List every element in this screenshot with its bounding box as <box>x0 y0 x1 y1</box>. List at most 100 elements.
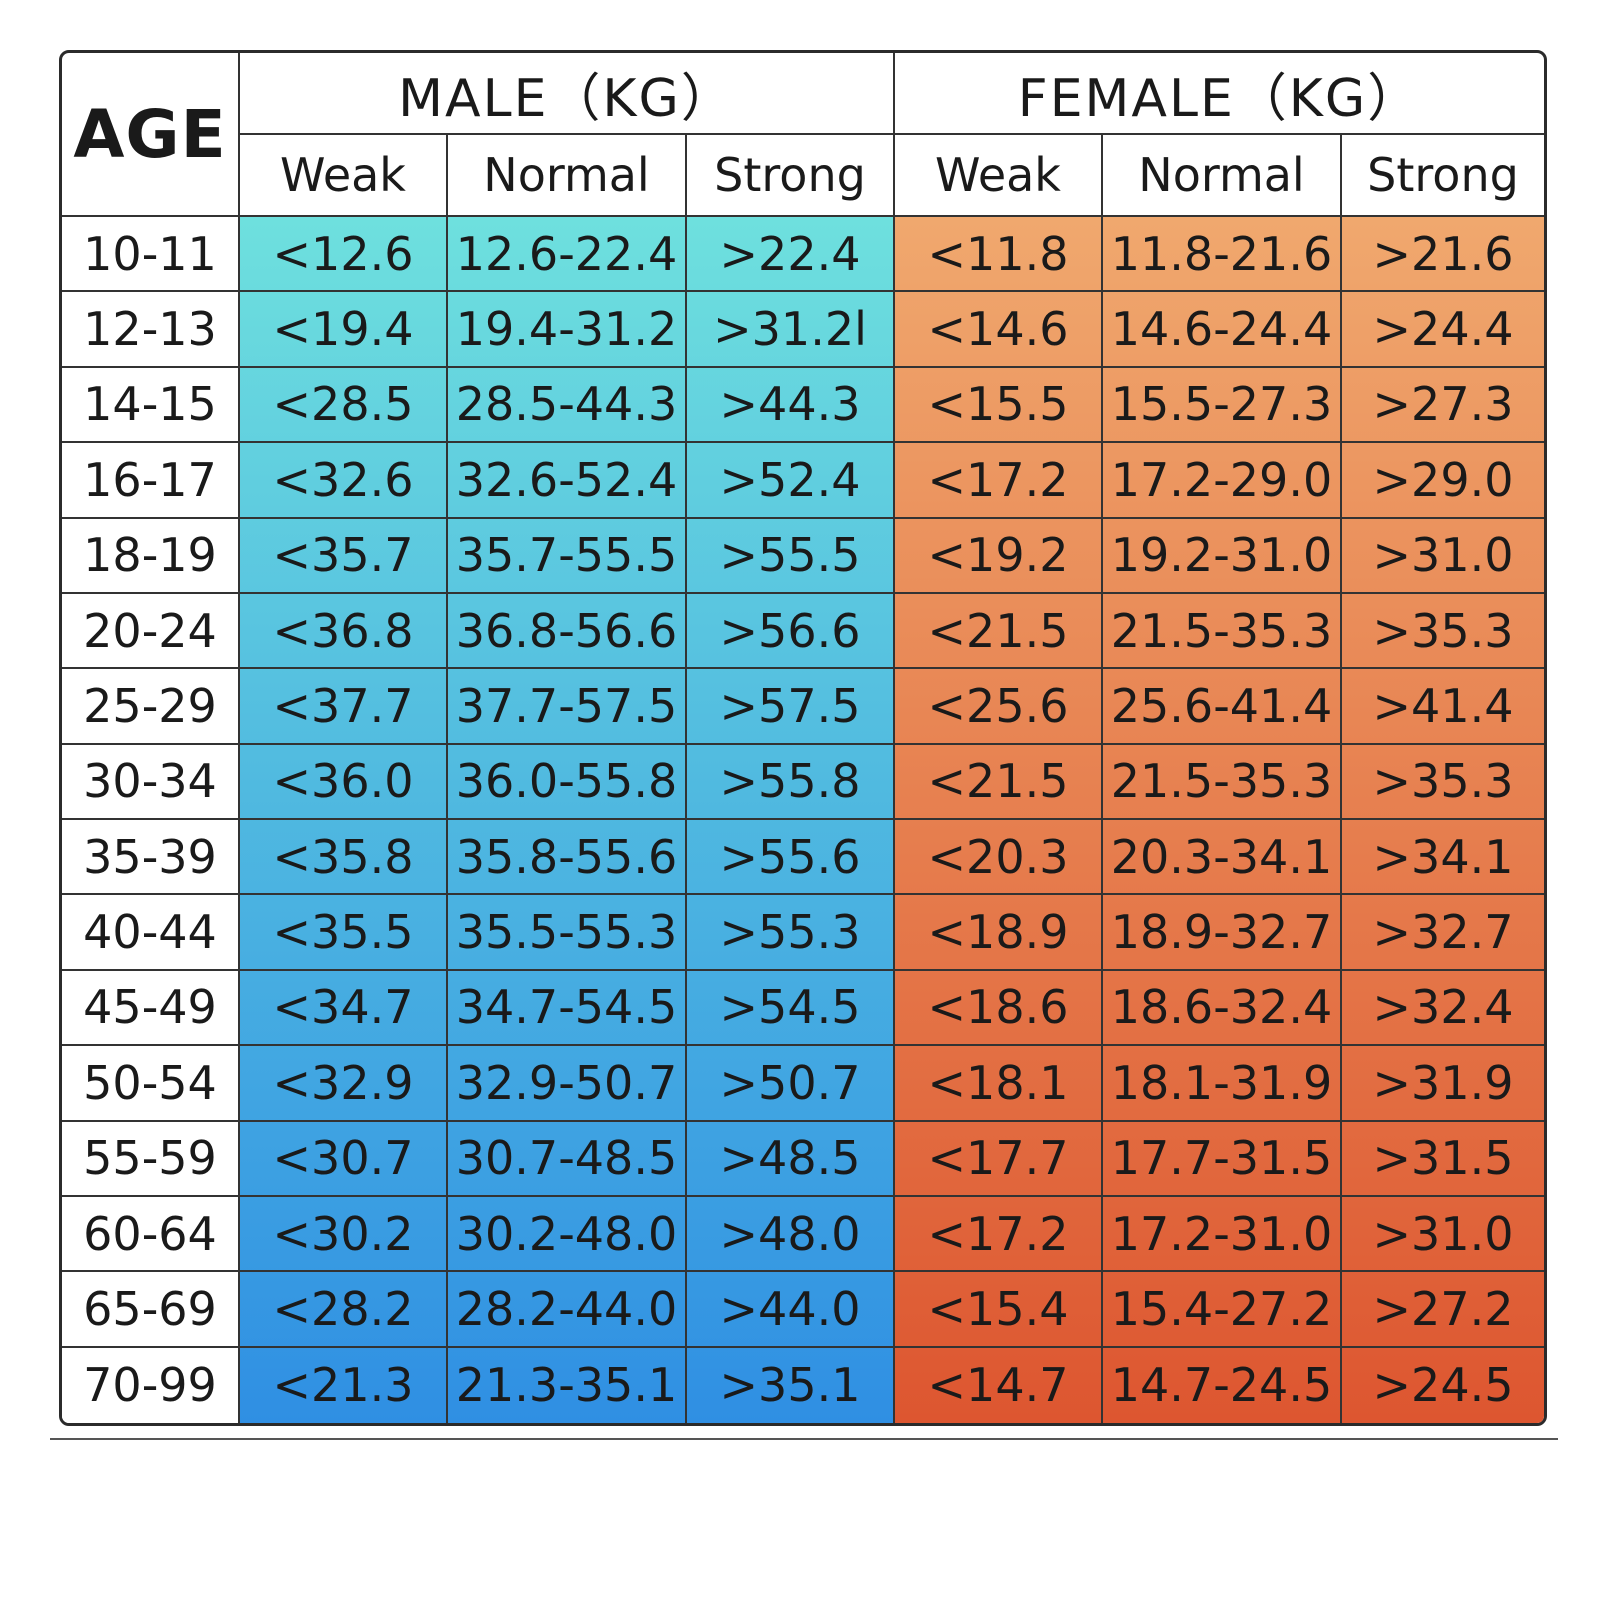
male-normal-cell: 36.8-56.6 <box>448 593 687 670</box>
female-weak-cell: <18.6 <box>895 970 1103 1047</box>
age-cell: 60-64 <box>62 1196 240 1273</box>
male-normal-cell: 36.0-55.8 <box>448 744 687 820</box>
male-gradient-band <box>240 217 895 1423</box>
male-strong-cell: >52.4 <box>687 443 895 519</box>
age-cell: 30-34 <box>62 744 240 820</box>
male-normal-cell: 35.5-55.3 <box>448 895 687 971</box>
female-weak-cell: <19.2 <box>895 518 1103 594</box>
female-strong-cell: >32.4 <box>1342 971 1544 1047</box>
male-weak-cell: <34.7 <box>240 970 448 1047</box>
female-weak-cell: <21.5 <box>895 744 1103 820</box>
male-strong-cell: >57.5 <box>687 669 895 745</box>
male-normal-cell: 32.9-50.7 <box>448 1046 687 1122</box>
male-normal-cell: 35.7-55.5 <box>448 518 687 594</box>
male-strong-cell: >55.8 <box>687 744 895 820</box>
female-weak-cell: <14.7 <box>895 1347 1103 1423</box>
female-normal-cell: 17.2-31.0 <box>1103 1196 1342 1273</box>
male-weak-cell: <30.7 <box>240 1121 448 1197</box>
male-weak-cell: <21.3 <box>240 1347 448 1423</box>
female-strong-cell: >27.3 <box>1342 368 1544 444</box>
male-weak-cell: <32.6 <box>240 443 448 519</box>
male-normal-cell: 30.2-48.0 <box>448 1196 687 1273</box>
female-strong-cell: >41.4 <box>1342 669 1544 745</box>
age-cell: 55-59 <box>62 1121 240 1197</box>
female-strong-cell: >35.3 <box>1342 745 1544 820</box>
male-strong-cell: >44.0 <box>687 1272 895 1348</box>
male-weak-cell: <35.7 <box>240 518 448 594</box>
age-cell: 35-39 <box>62 820 240 896</box>
female-strong-cell: >34.1 <box>1342 820 1544 896</box>
male-weak-header: Weak <box>240 135 448 217</box>
age-cell: 18-19 <box>62 518 240 594</box>
male-strong-cell: >48.0 <box>687 1196 895 1273</box>
male-weak-cell: <28.5 <box>240 367 448 444</box>
male-strong-header: Strong <box>687 135 895 217</box>
male-normal-cell: 12.6-22.4 <box>448 217 687 293</box>
age-cell: 16-17 <box>62 443 240 519</box>
female-weak-cell: <17.7 <box>895 1121 1103 1197</box>
female-weak-header: Weak <box>895 135 1103 217</box>
male-weak-cell: <35.5 <box>240 895 448 971</box>
age-cell: 10-11 <box>62 217 240 293</box>
male-normal-cell: 37.7-57.5 <box>448 669 687 745</box>
female-normal-cell: 18.9-32.7 <box>1103 895 1342 971</box>
male-weak-cell: <19.4 <box>240 292 448 368</box>
grip-strength-table: AGE MALE（KG） FEMALE（KG） Weak Normal Stro… <box>59 50 1547 1426</box>
female-strong-cell: >31.0 <box>1342 1197 1544 1273</box>
age-cell: 40-44 <box>62 895 240 971</box>
male-strong-cell: >44.3 <box>687 367 895 444</box>
female-strong-cell: >24.4 <box>1342 292 1544 368</box>
female-normal-cell: 21.5-35.3 <box>1103 744 1342 820</box>
female-strong-cell: >32.7 <box>1342 895 1544 971</box>
age-cell: 14-15 <box>62 367 240 444</box>
female-normal-cell: 18.6-32.4 <box>1103 970 1342 1047</box>
male-strong-cell: >55.5 <box>687 518 895 594</box>
male-strong-cell: >35.1 <box>687 1347 895 1423</box>
female-strong-cell: >31.0 <box>1342 519 1544 594</box>
male-weak-cell: <12.6 <box>240 217 448 293</box>
age-cell: 50-54 <box>62 1046 240 1122</box>
male-weak-cell: <30.2 <box>240 1196 448 1273</box>
female-weak-cell: <18.1 <box>895 1046 1103 1122</box>
female-normal-cell: 20.3-34.1 <box>1103 820 1342 896</box>
male-strong-cell: >22.4 <box>687 217 895 293</box>
age-cell: 12-13 <box>62 292 240 368</box>
female-weak-cell: <21.5 <box>895 593 1103 670</box>
female-strong-header: Strong <box>1342 135 1544 217</box>
female-weak-cell: <17.2 <box>895 1196 1103 1273</box>
male-weak-cell: <36.0 <box>240 744 448 820</box>
male-weak-cell: <35.8 <box>240 820 448 896</box>
male-normal-cell: 28.5-44.3 <box>448 367 687 444</box>
female-strong-cell: >31.9 <box>1342 1046 1544 1122</box>
male-header: MALE（KG） <box>240 53 895 135</box>
female-normal-cell: 11.8-21.6 <box>1103 217 1342 293</box>
bottom-rule <box>50 1438 1558 1440</box>
male-strong-cell: >31.2l <box>687 292 895 368</box>
female-weak-cell: <11.8 <box>895 217 1103 293</box>
female-normal-cell: 17.7-31.5 <box>1103 1121 1342 1197</box>
female-normal-cell: 17.2-29.0 <box>1103 443 1342 519</box>
male-strong-cell: >54.5 <box>687 970 895 1047</box>
female-normal-cell: 14.6-24.4 <box>1103 292 1342 368</box>
male-normal-cell: 30.7-48.5 <box>448 1121 687 1197</box>
female-weak-cell: <25.6 <box>895 669 1103 745</box>
female-strong-cell: >27.2 <box>1342 1272 1544 1348</box>
female-weak-cell: <17.2 <box>895 443 1103 519</box>
female-normal-cell: 15.5-27.3 <box>1103 367 1342 444</box>
female-strong-cell: >29.0 <box>1342 443 1544 519</box>
female-strong-cell: >35.3 <box>1342 594 1544 670</box>
age-cell: 45-49 <box>62 970 240 1047</box>
female-normal-cell: 25.6-41.4 <box>1103 669 1342 745</box>
male-normal-cell: 34.7-54.5 <box>448 970 687 1047</box>
male-strong-cell: >55.3 <box>687 895 895 971</box>
age-cell: 65-69 <box>62 1272 240 1348</box>
male-normal-cell: 35.8-55.6 <box>448 820 687 896</box>
male-weak-cell: <36.8 <box>240 593 448 670</box>
age-cell: 20-24 <box>62 593 240 670</box>
female-normal-cell: 18.1-31.9 <box>1103 1046 1342 1122</box>
male-weak-cell: <32.9 <box>240 1046 448 1122</box>
female-weak-cell: <15.4 <box>895 1272 1103 1348</box>
male-normal-cell: 19.4-31.2 <box>448 292 687 368</box>
male-normal-header: Normal <box>448 135 687 217</box>
female-gradient-band <box>895 217 1544 1423</box>
